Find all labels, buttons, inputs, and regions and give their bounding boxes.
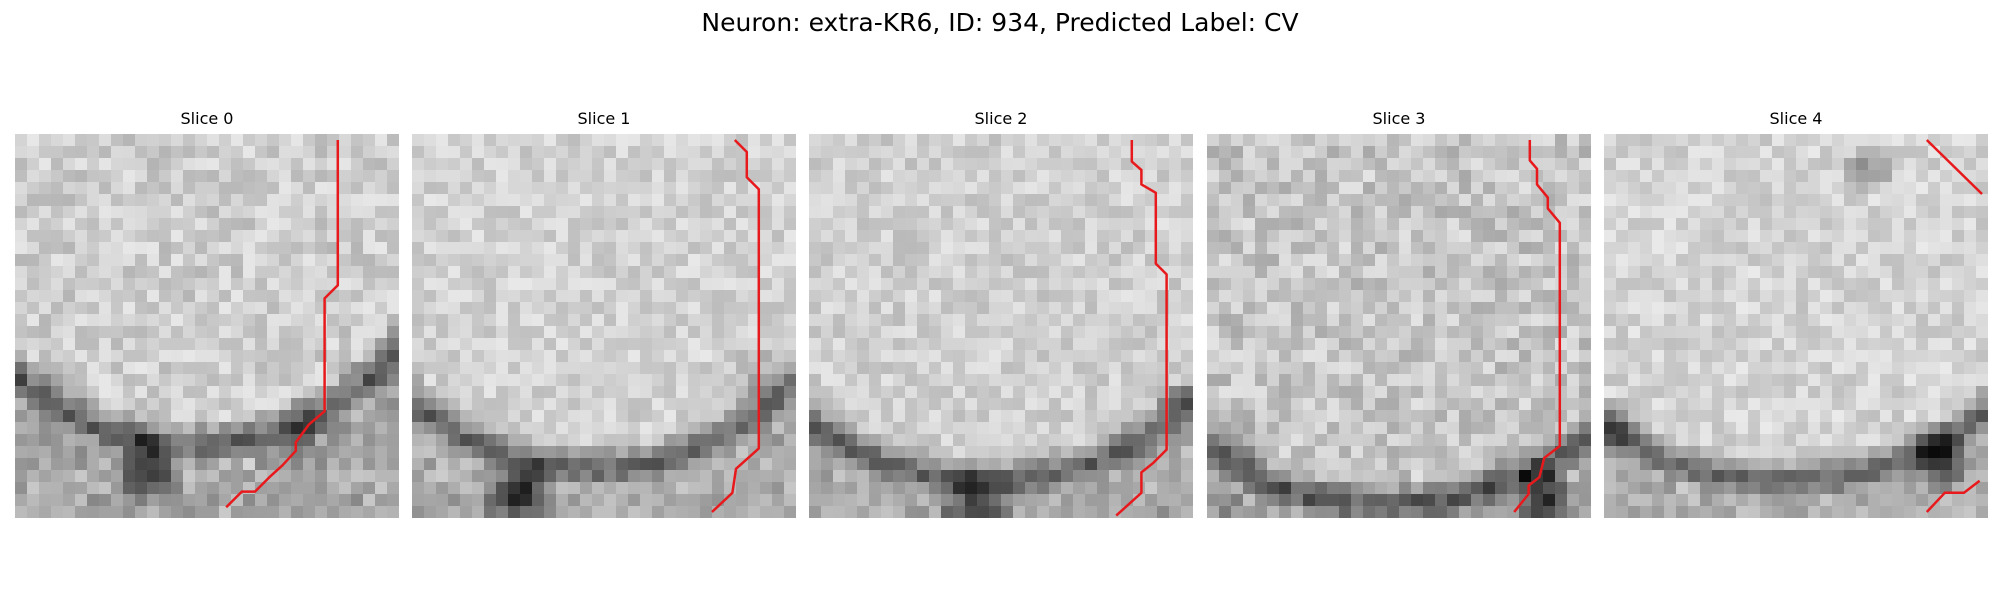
contour-trace [1115, 140, 1168, 517]
slice-panel-0: Slice 0 [15, 108, 399, 518]
slice-title: Slice 1 [577, 109, 631, 128]
slice-pixels [412, 134, 796, 518]
contour-trace [225, 140, 340, 509]
slice-image [1604, 134, 1988, 518]
slice-title: Slice 0 [180, 109, 234, 128]
slice-panel-1: Slice 1 [412, 108, 796, 518]
slice-panel-3: Slice 3 [1207, 108, 1591, 518]
contour-trace [711, 139, 761, 513]
slice-panel-2: Slice 2 [809, 108, 1193, 518]
slice-panel-4: Slice 4 [1604, 108, 1988, 518]
contour-trace [1925, 139, 1983, 195]
slice-image [1207, 134, 1591, 518]
slice-title: Slice 3 [1372, 109, 1426, 128]
slice-pixels [1604, 134, 1988, 518]
slice-pixels [15, 134, 399, 518]
contour-trace [1513, 140, 1562, 513]
slice-title: Slice 4 [1769, 109, 1823, 128]
slice-title: Slice 2 [974, 109, 1028, 128]
slice-image [809, 134, 1193, 518]
contour-trace [1925, 479, 1981, 513]
figure-title: Neuron: extra-KR6, ID: 934, Predicted La… [701, 8, 1299, 37]
slice-pixels [1207, 134, 1591, 518]
slice-pixels [809, 134, 1193, 518]
slice-image [412, 134, 796, 518]
slice-image [15, 134, 399, 518]
